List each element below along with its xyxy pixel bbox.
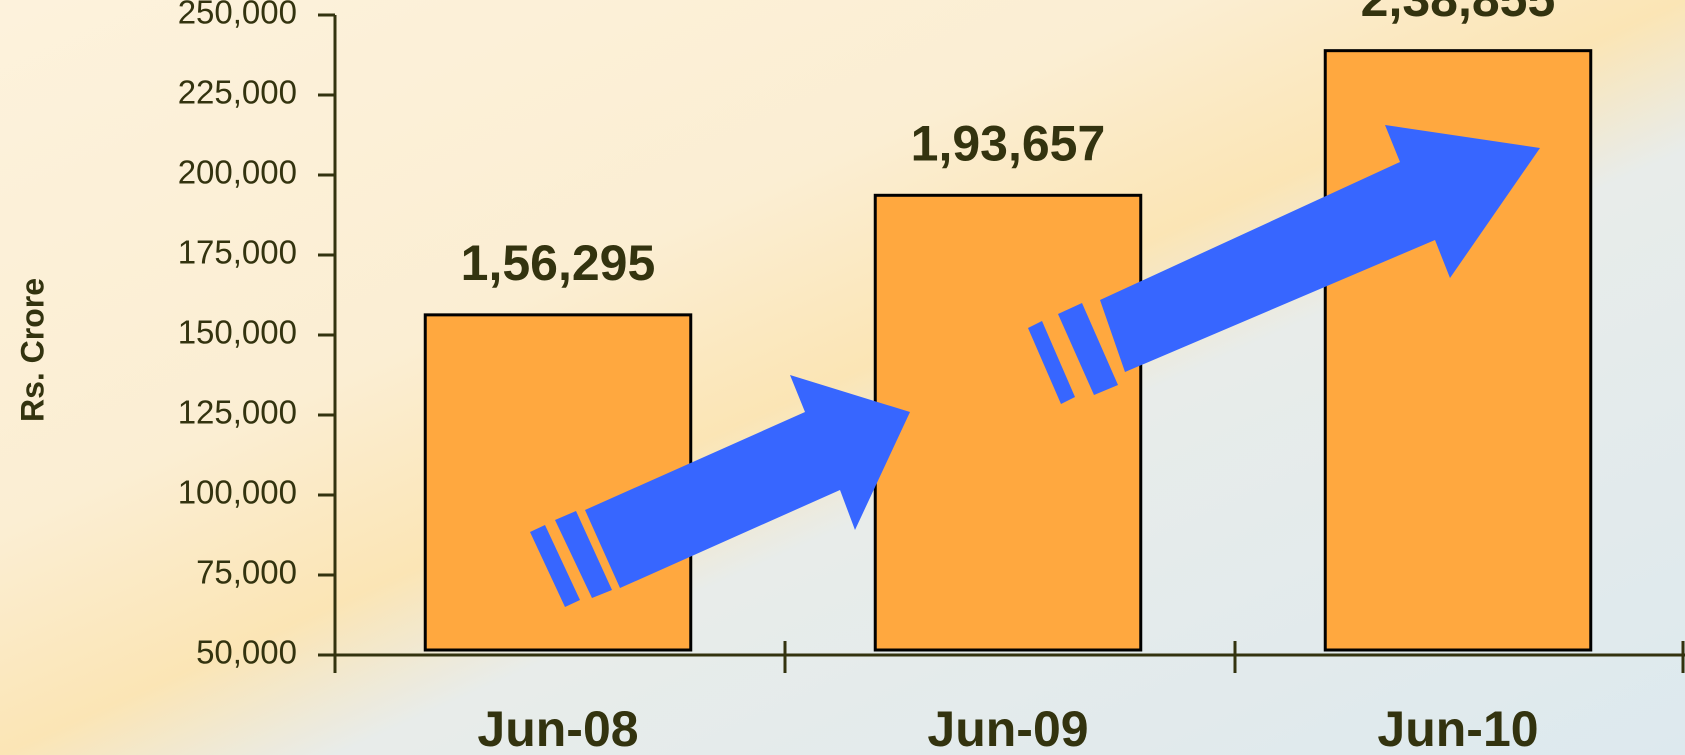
y-tick-label: 200,000: [178, 154, 297, 191]
arrow-stripe: [1028, 321, 1075, 404]
y-tick-label: 250,000: [178, 0, 297, 31]
x-tick-label: Jun-08: [477, 701, 638, 755]
arrow: [585, 375, 910, 588]
arrow-stripe: [530, 525, 580, 607]
y-tick-label: 175,000: [178, 234, 297, 271]
y-axis-label: Rs. Crore: [14, 278, 50, 422]
y-tick-label: 150,000: [178, 314, 297, 351]
value-label: 2,38,855: [1361, 0, 1556, 27]
y-tick-label: 125,000: [178, 394, 297, 431]
arrow-stripe: [1058, 303, 1118, 395]
y-tick-label: 50,000: [196, 634, 297, 671]
value-label: 1,56,295: [461, 235, 656, 291]
y-tick-label: 100,000: [178, 474, 297, 511]
y-tick-label: 225,000: [178, 74, 297, 111]
bar: [873, 193, 1143, 652]
x-tick-label: Jun-09: [927, 701, 1088, 755]
arrow: [1100, 125, 1540, 372]
x-tick-label: Jun-10: [1377, 701, 1538, 755]
y-tick-label: 75,000: [196, 554, 297, 591]
bar: [423, 313, 693, 652]
plot: 50,000 75,000 100,000 125,000 150,000 175,000…: [178, 0, 1685, 755]
value-label: 1,93,657: [911, 116, 1106, 172]
arrows: [530, 125, 1540, 607]
arrow-stripe: [555, 511, 612, 598]
